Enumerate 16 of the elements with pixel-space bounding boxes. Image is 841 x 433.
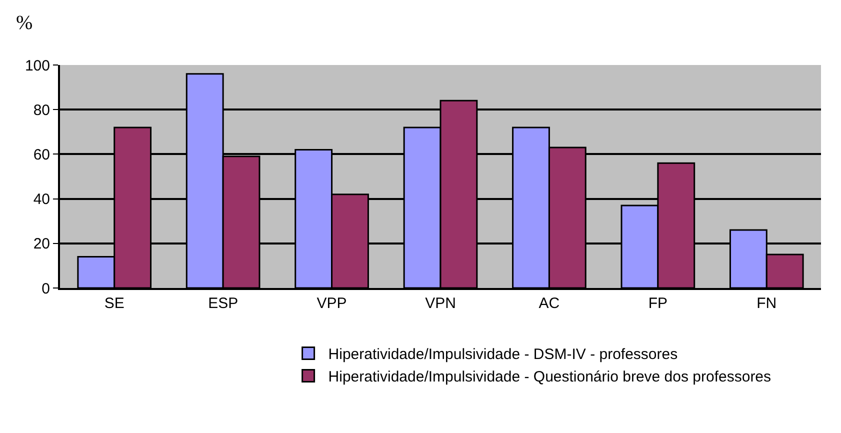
- x-tick-label: VPN: [425, 295, 456, 312]
- y-axis-title: %: [16, 12, 33, 34]
- x-tick-label: FP: [648, 295, 668, 312]
- x-tick-label: ESP: [208, 295, 238, 312]
- x-tick-label: AC: [538, 295, 560, 312]
- y-tick-label: 100: [24, 57, 50, 74]
- y-tick-label: 80: [33, 102, 50, 119]
- y-tick-label: 20: [33, 236, 50, 253]
- y-tick-label: 0: [42, 280, 50, 298]
- y-tick-label: 60: [33, 146, 50, 164]
- legend-label: Hiperatividade/Impulsividade - DSM-IV - professores: [328, 346, 678, 364]
- x-tick-label: SE: [104, 295, 124, 312]
- legend-label: Hiperatividade/Impulsividade - Questionário breve dos professores: [328, 368, 772, 386]
- x-tick-label: VPP: [316, 295, 347, 312]
- x-tick-label: FN: [756, 295, 777, 312]
- y-tick-label: 40: [33, 191, 50, 208]
